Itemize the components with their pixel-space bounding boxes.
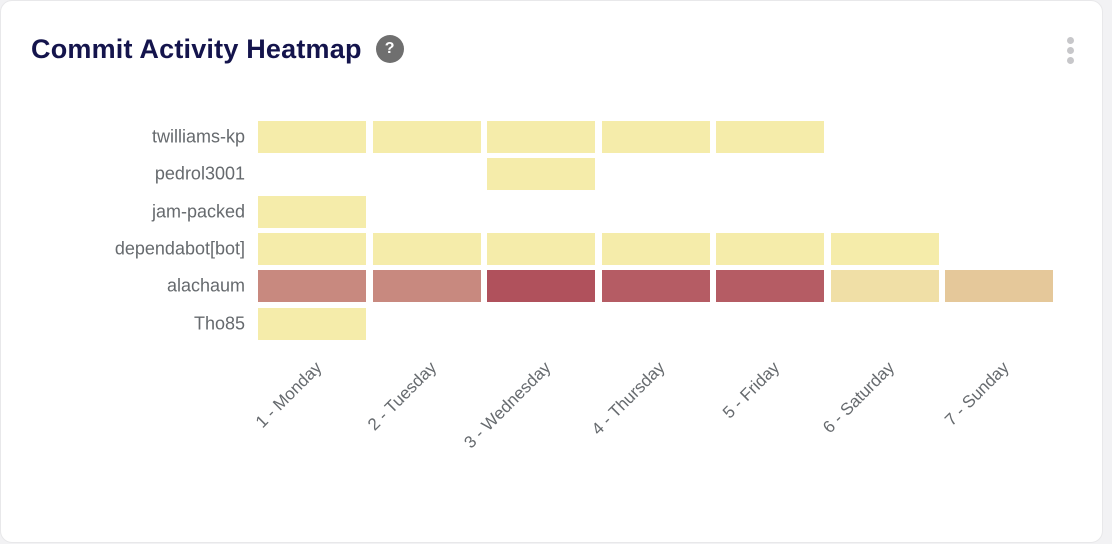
heatmap-cell[interactable]: [601, 121, 710, 153]
heatmap-cell[interactable]: [601, 233, 710, 266]
heatmap-cell[interactable]: [258, 270, 366, 303]
y-axis-label: jam-packed: [151, 201, 245, 222]
y-axis-label: dependabot[bot]: [114, 238, 245, 259]
card-header: Commit Activity Heatmap ?: [31, 33, 404, 65]
y-axis-label: pedrol3001: [154, 163, 245, 184]
x-axis-label: 1 - Monday: [251, 358, 326, 432]
help-question-icon[interactable]: ?: [375, 35, 404, 64]
heatmap-cell[interactable]: [487, 270, 595, 303]
x-axis-label: 5 - Friday: [719, 358, 784, 423]
x-axis-label: 2 - Tuesday: [363, 358, 440, 435]
heatmap-cell[interactable]: [487, 158, 595, 191]
heatmap-cell[interactable]: [487, 121, 595, 153]
heatmap-cell[interactable]: [258, 307, 366, 340]
y-axis-label: alachaum: [166, 275, 245, 296]
heatmap-cell[interactable]: [258, 195, 366, 228]
heatmap-cell[interactable]: [716, 233, 824, 266]
y-axis-label: Tho85: [193, 313, 245, 334]
x-axis-label: 3 - Wednesday: [460, 358, 555, 453]
x-axis-label: 4 - Thursday: [588, 358, 669, 439]
heatmap-cell[interactable]: [830, 233, 939, 266]
heatmap-cell[interactable]: [487, 233, 595, 266]
kebab-dot: [1067, 57, 1074, 64]
kebab-dot: [1067, 47, 1074, 54]
heatmap-cell[interactable]: [945, 270, 1053, 303]
question-mark-glyph: ?: [384, 40, 395, 58]
heatmap-cell[interactable]: [830, 270, 939, 303]
heatmap-cell[interactable]: [258, 121, 366, 153]
x-axis-label: 7 - Sunday: [940, 358, 1013, 430]
heatmap-cell[interactable]: [372, 270, 481, 303]
heatmap-cell[interactable]: [716, 270, 824, 303]
heatmap-cell[interactable]: [372, 121, 481, 153]
heatmap-cell[interactable]: [716, 121, 824, 153]
heatmap-cell[interactable]: [372, 233, 481, 266]
heatmap-cell[interactable]: [601, 270, 710, 303]
y-axis-label: twilliams-kp: [151, 126, 245, 147]
kebab-menu-icon[interactable]: [1065, 35, 1076, 66]
page-title: Commit Activity Heatmap: [31, 34, 362, 64]
kebab-dot: [1067, 37, 1074, 44]
heatmap-cell[interactable]: [258, 233, 366, 266]
x-axis-label: 6 - Saturday: [819, 358, 898, 437]
